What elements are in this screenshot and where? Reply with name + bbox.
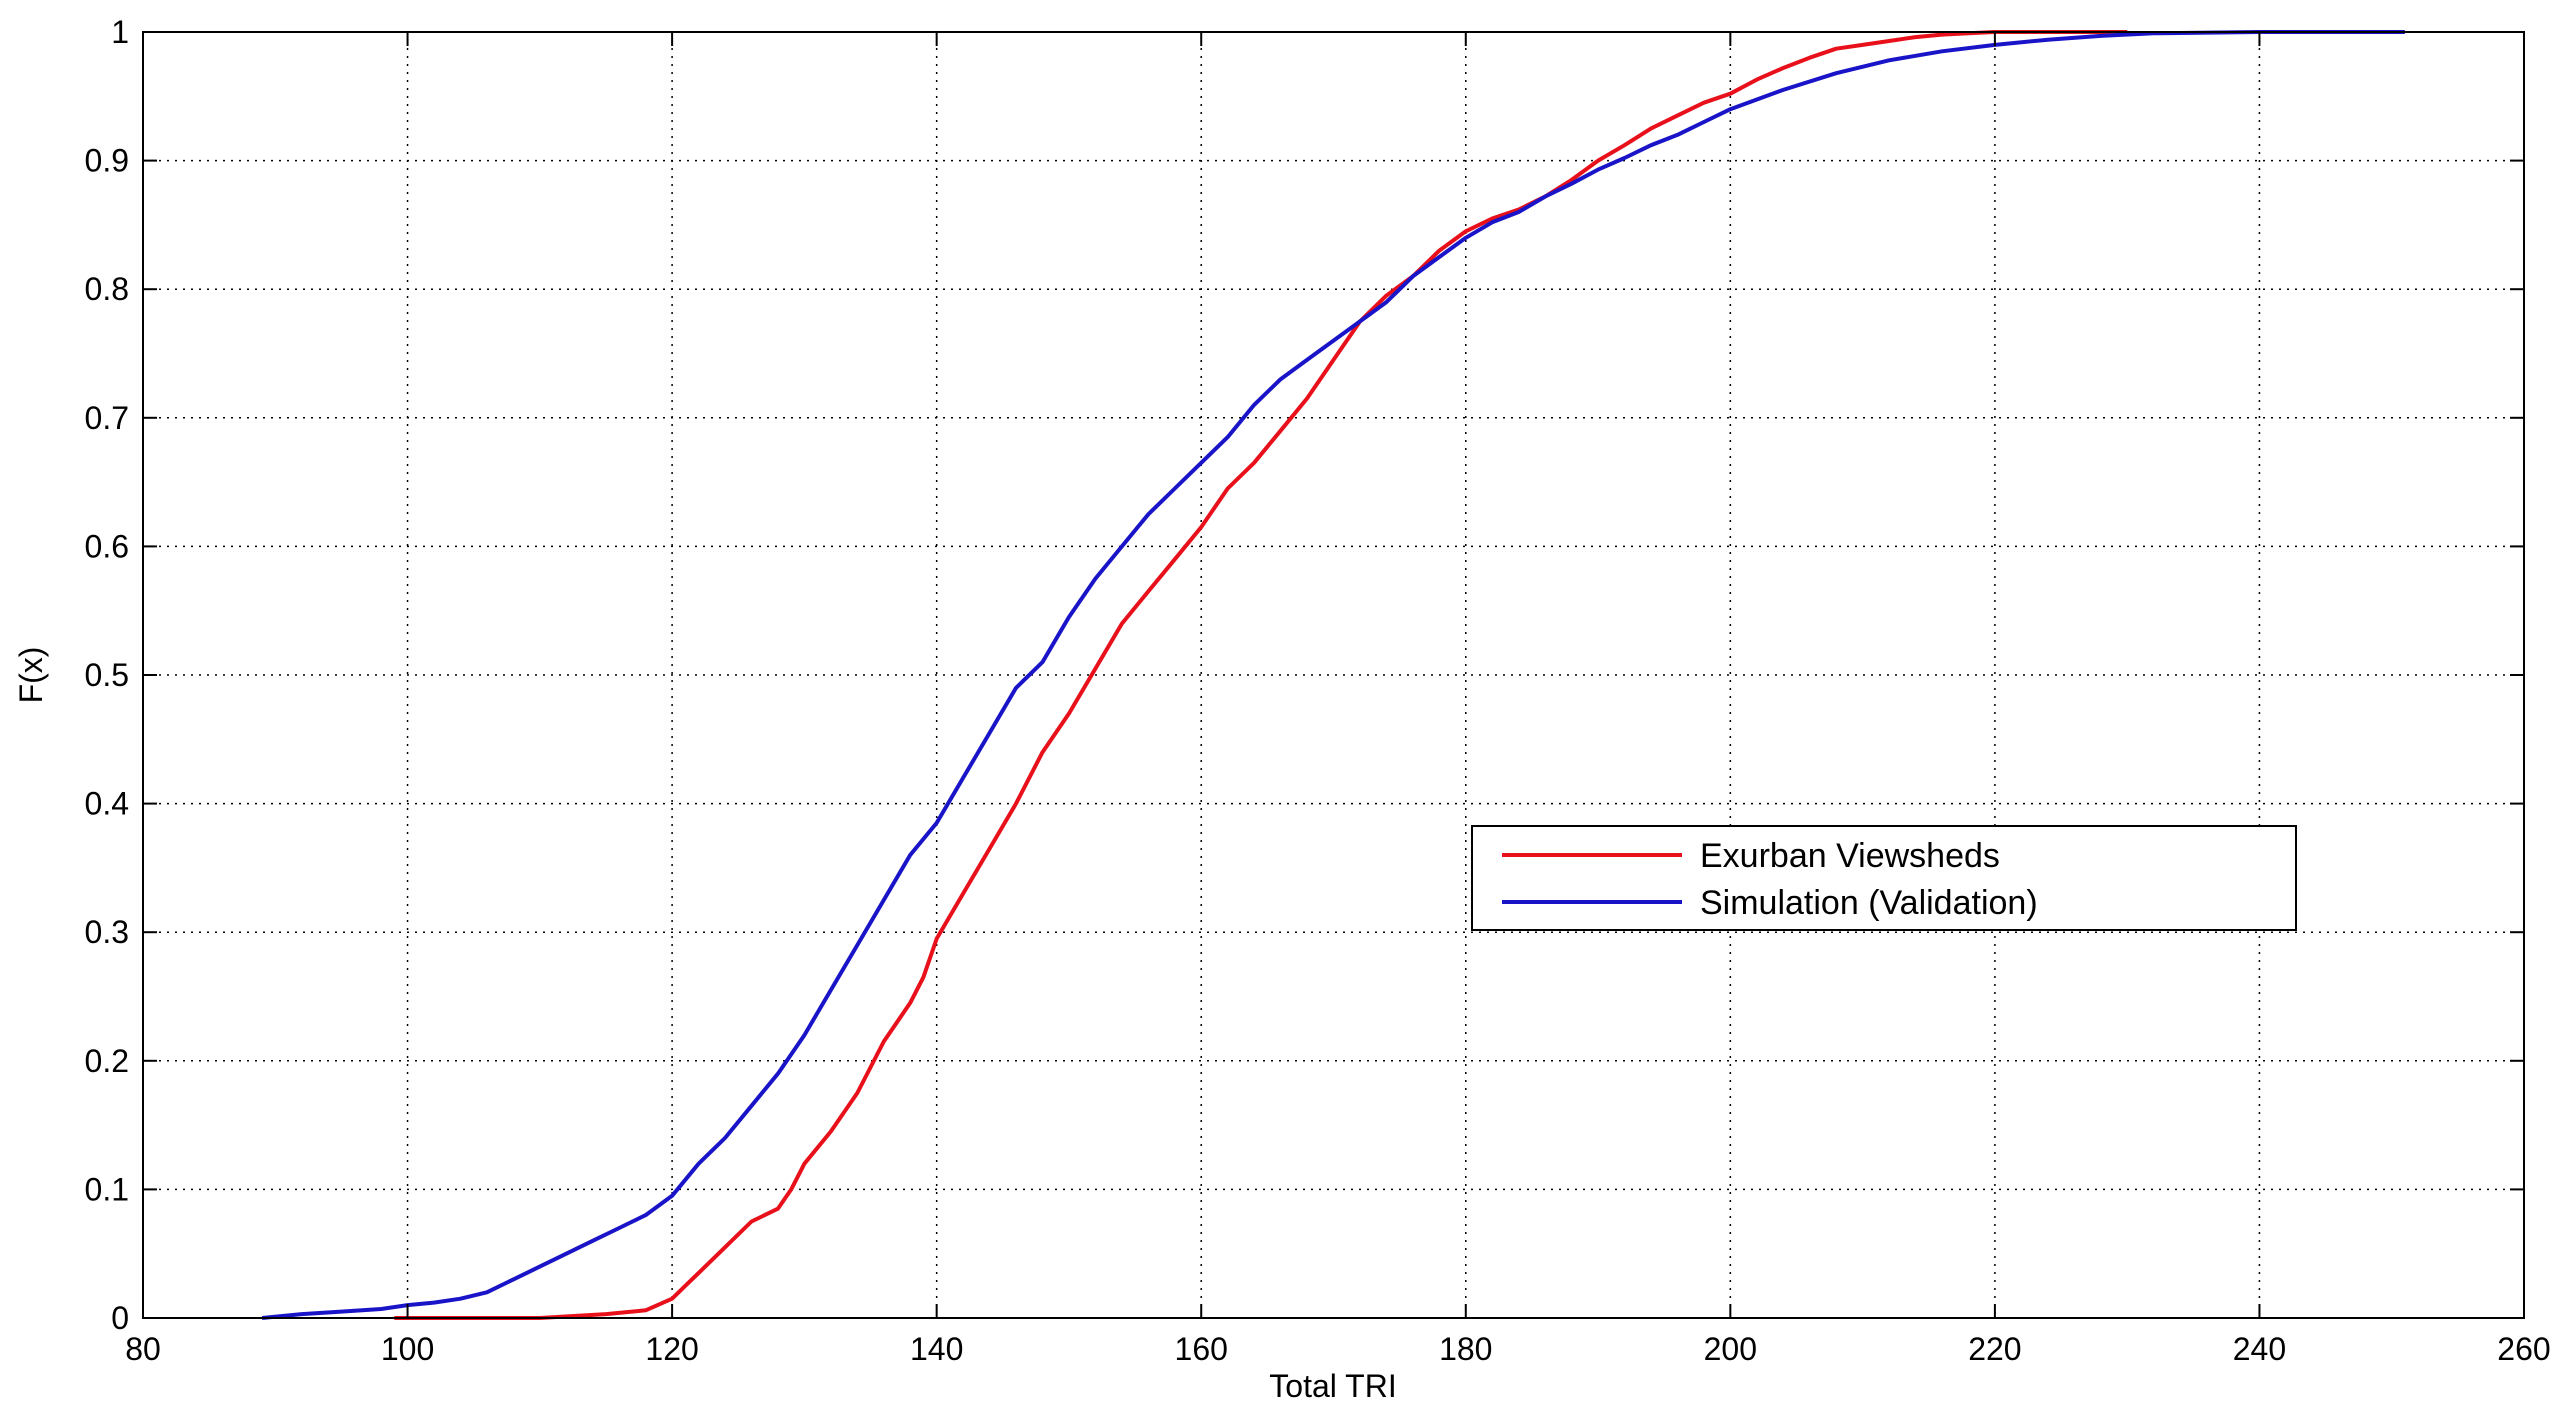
legend-box bbox=[1471, 825, 2297, 931]
y-tick-label: 0.9 bbox=[85, 143, 129, 179]
x-tick-label: 140 bbox=[910, 1331, 963, 1367]
x-tick-label: 100 bbox=[381, 1331, 434, 1367]
series-lines bbox=[261, 30, 2405, 1320]
y-tick-label: 0.7 bbox=[85, 400, 129, 436]
y-axis-label: F(x) bbox=[13, 647, 49, 704]
series-line-simulation-validation bbox=[261, 30, 2405, 1320]
y-tick-label: 0.1 bbox=[85, 1171, 129, 1207]
x-tick-label: 160 bbox=[1175, 1331, 1228, 1367]
x-tick-label: 240 bbox=[2233, 1331, 2286, 1367]
x-tick-label: 180 bbox=[1439, 1331, 1492, 1367]
axis-ticks bbox=[142, 31, 2525, 1319]
y-tick-label: 0.8 bbox=[85, 271, 129, 307]
x-tick-label: 260 bbox=[2497, 1331, 2550, 1367]
y-tick-label: 0.6 bbox=[85, 528, 129, 564]
x-tick-label: 80 bbox=[125, 1331, 161, 1367]
y-tick-label: 0.5 bbox=[85, 657, 129, 693]
series-line-exurban-viewsheds bbox=[394, 30, 2128, 1320]
x-tick-label: 200 bbox=[1704, 1331, 1757, 1367]
x-tick-label: 120 bbox=[645, 1331, 698, 1367]
y-tick-label: 0.4 bbox=[85, 786, 129, 822]
legend-label-exurban-viewsheds: Exurban Viewsheds bbox=[1700, 837, 2000, 875]
y-axis-tick-labels: 0 0.1 0.2 0.3 0.4 0.5 0.6 0.7 0.8 0.9 1 bbox=[85, 14, 129, 1336]
x-axis-label: Total TRI bbox=[1269, 1368, 1396, 1404]
x-axis-tick-labels: 80 100 120 140 160 180 200 220 240 260 bbox=[125, 1331, 2550, 1367]
x-tick-label: 220 bbox=[1968, 1331, 2021, 1367]
grid-lines bbox=[143, 32, 2524, 1318]
y-tick-label: 1 bbox=[111, 14, 129, 50]
legend-label-simulation-validation: Simulation (Validation) bbox=[1700, 884, 2038, 922]
y-tick-label: 0 bbox=[111, 1300, 129, 1336]
legend: Exurban Viewsheds Simulation (Validation… bbox=[1471, 825, 2297, 931]
y-tick-label: 0.3 bbox=[85, 914, 129, 950]
y-tick-label: 0.2 bbox=[85, 1043, 129, 1079]
